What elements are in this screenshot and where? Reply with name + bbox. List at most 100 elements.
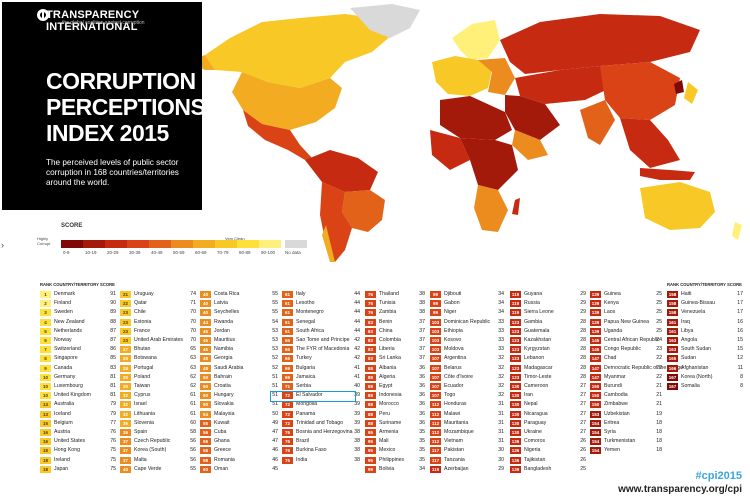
country-name: Turkey — [296, 355, 312, 362]
country-name: Gabon — [444, 300, 460, 307]
ti-logo-icon — [37, 9, 49, 21]
country-name: New Zealand — [54, 318, 85, 325]
website-url[interactable]: www.transparency.org/cpi — [618, 484, 742, 495]
table-row: 136 Nigeria 26 — [510, 446, 588, 455]
country-score: 55 — [272, 300, 278, 307]
country-name: Uzbekistan — [604, 410, 630, 417]
country-name: Kenya — [604, 300, 619, 307]
rank-badge: 66 — [282, 355, 293, 363]
rank-badge: 158 — [667, 291, 678, 298]
country-score: 8 — [740, 373, 743, 380]
rank-badge: 22 — [120, 300, 131, 308]
country-name: Somalia — [681, 383, 700, 389]
rank-badge: 154 — [590, 438, 601, 446]
rank-badge: 40 — [200, 291, 211, 298]
table-row: 163 Angola 15 — [667, 336, 745, 345]
table-row: 88 Indonesia 36 — [365, 391, 427, 400]
country-name: Djibouti — [444, 291, 462, 297]
rank-badge: 10 — [40, 392, 51, 400]
rank-badge: 95 — [365, 438, 376, 446]
country-score: 29 — [580, 291, 586, 297]
country-score: 39 — [354, 401, 360, 408]
country-score: 31 — [498, 410, 504, 417]
country-name: Germany — [54, 373, 76, 380]
rank-badge: 99 — [430, 300, 441, 308]
country-name: Colombia — [379, 337, 401, 343]
table-row: 61 Montenegro 44 — [282, 308, 362, 317]
table-row: 72 Mongolia 39 — [282, 400, 362, 409]
table-row: 61 South Africa 44 — [282, 327, 362, 336]
country-name: Ukraine — [524, 429, 542, 435]
rank-badge: 23 — [120, 337, 131, 344]
rank-badge: 5 — [40, 337, 51, 344]
rank-badge: 99 — [365, 465, 376, 473]
table-row: 154 Eritrea 18 — [590, 419, 664, 428]
region-north-africa — [440, 96, 512, 140]
rank-badge: 99 — [430, 309, 441, 317]
rank-badge: 3 — [40, 309, 51, 317]
rank-badge: 76 — [365, 309, 376, 317]
description: The perceived levels of public sector co… — [46, 158, 179, 187]
country-score: 38 — [419, 309, 425, 316]
country-score: 46 — [272, 456, 278, 463]
country-score: 37 — [419, 355, 425, 362]
country-name: Nigeria — [524, 447, 541, 454]
country-name: Gambia — [524, 318, 543, 325]
table-row: 50 Slovakia 51 — [200, 400, 280, 409]
legend-bin-label: 30-39 — [129, 250, 141, 255]
country-name: Angola — [681, 337, 698, 343]
country-score: 18 — [656, 438, 662, 445]
region-usa — [232, 72, 342, 130]
rank-badge: 130 — [510, 410, 521, 418]
table-row: 71 Serbia 40 — [282, 382, 362, 391]
country-name: Jamaica — [296, 373, 316, 380]
region-canada — [205, 14, 392, 88]
region-central-africa — [460, 138, 518, 190]
table-row: 139 Laos 25 — [590, 308, 664, 317]
country-name: Armenia — [379, 429, 399, 435]
country-name: Zambia — [379, 309, 397, 316]
country-name: Argentina — [444, 355, 467, 362]
rank-badge: 8 — [40, 355, 51, 363]
rank-badge: 21 — [120, 291, 131, 298]
country-score: 26 — [580, 438, 586, 445]
country-name: Eritrea — [604, 419, 620, 426]
table-row: 23 Chile 70 — [120, 308, 198, 317]
country-name: Comoros — [524, 438, 546, 445]
rank-badge: 10 — [40, 373, 51, 381]
legend-title: SCORE — [61, 223, 83, 229]
country-score: 22 — [656, 364, 662, 371]
country-score: 25 — [656, 309, 662, 316]
table-row: 139 Bangladesh 25 — [510, 465, 588, 474]
country-name: Uganda — [604, 327, 623, 334]
country-name: Oman — [214, 465, 229, 472]
country-score: 36 — [419, 364, 425, 371]
country-score: 37 — [419, 327, 425, 334]
country-name: United States — [54, 438, 86, 445]
table-row: 166 Afghanistan 11 — [667, 364, 745, 373]
brand-name: TRANSPARENCY INTERNATIONAL — [46, 9, 140, 33]
table-row: 69 Bulgaria 41 — [282, 364, 362, 373]
rank-badge: 7 — [40, 346, 51, 354]
rank-badge: 123 — [510, 373, 521, 381]
table-row: 123 Gambia 28 — [510, 318, 588, 327]
table-row: 117 Pakistan 30 — [430, 446, 506, 455]
rank-badge: 119 — [510, 291, 521, 298]
country-score: 15 — [737, 337, 743, 343]
table-row: 76 Brazil 38 — [282, 437, 362, 446]
country-name: Korea (South) — [134, 447, 167, 454]
country-score: 17 — [737, 309, 743, 316]
rank-badge: 154 — [590, 419, 601, 427]
country-score: 25 — [656, 291, 662, 297]
country-name: Zimbabwe — [604, 401, 628, 408]
country-name: Belarus — [444, 364, 462, 371]
country-score: 42 — [354, 337, 360, 343]
country-name: Mauritania — [444, 419, 469, 426]
table-row: 50 Croatia 51 — [200, 382, 280, 391]
country-score: 85 — [110, 355, 116, 362]
table-row: 112 Mauritania 31 — [430, 419, 506, 428]
country-name: Cyprus — [134, 392, 151, 399]
country-score: 37 — [419, 337, 425, 343]
country-score: 28 — [580, 364, 586, 371]
table-row: 48 Saudi Arabia 52 — [200, 364, 280, 373]
